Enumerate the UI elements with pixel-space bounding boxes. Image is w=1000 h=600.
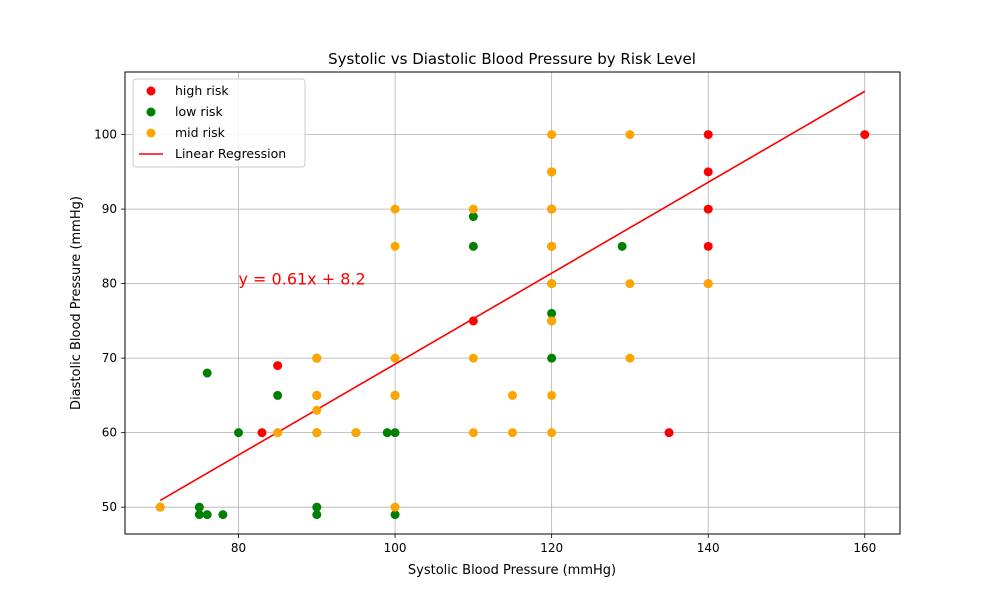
legend-box (132, 78, 306, 168)
y-tick-label: 100 (94, 128, 117, 142)
point-mid-risk (351, 428, 361, 438)
point-mid-risk (390, 390, 400, 400)
x-axis-ticks: 80 100 120 140 160 (231, 534, 876, 555)
point-mid-risk (547, 428, 557, 438)
point-mid-risk (703, 279, 713, 289)
point-low-risk (382, 428, 392, 438)
point-mid-risk (547, 167, 557, 177)
y-axis-ticks: 50 60 70 80 90 100 (94, 128, 125, 514)
point-mid-risk (508, 428, 517, 438)
point-mid-risk (390, 241, 400, 251)
point-mid-risk (390, 502, 400, 512)
point-high-risk (860, 130, 870, 140)
y-tick-label: 60 (102, 426, 117, 440)
point-low-risk (390, 510, 400, 520)
point-high-risk (703, 204, 713, 214)
point-low-risk (194, 502, 204, 512)
x-axis-label: Systolic Blood Pressure (mmHg) (408, 563, 616, 578)
point-mid-risk (468, 428, 478, 438)
y-tick-label: 90 (102, 202, 117, 216)
point-low-risk (273, 390, 283, 400)
regression-equation: y = 0.61x + 8.2 (239, 270, 366, 289)
y-tick-label: 50 (102, 500, 117, 514)
point-low-risk (390, 428, 400, 438)
legend-label-high-risk: high risk (175, 83, 229, 98)
point-high-risk (273, 361, 283, 371)
y-tick-label: 80 (102, 277, 117, 291)
point-high-risk (703, 241, 713, 251)
point-mid-risk (625, 353, 635, 363)
point-high-risk (468, 316, 478, 326)
point-mid-risk (547, 241, 557, 251)
point-mid-risk (547, 316, 557, 326)
x-tick-label: 100 (384, 541, 407, 555)
legend: high risk low risk mid risk Linear Regressi… (132, 78, 306, 168)
point-high-risk (257, 428, 267, 438)
plot-frame (124, 71, 901, 535)
x-tick-label: 120 (540, 541, 563, 555)
x-tick-label: 140 (697, 541, 720, 555)
point-low-risk (468, 241, 478, 251)
point-mid-risk (390, 353, 400, 363)
point-low-risk (617, 241, 627, 251)
point-mid-risk (547, 390, 557, 400)
legend-label-linear-regression: Linear Regression (175, 146, 286, 161)
y-tick-label: 70 (102, 351, 117, 365)
point-mid-risk (312, 353, 322, 363)
point-low-risk (234, 428, 244, 438)
point-low-risk (202, 510, 212, 520)
point-mid-risk (625, 279, 635, 289)
point-mid-risk (625, 130, 635, 140)
point-low-risk (547, 353, 557, 363)
point-low-risk (218, 510, 228, 520)
legend-label-low-risk: low risk (175, 104, 223, 119)
x-tick-label: 160 (853, 541, 876, 555)
point-mid-risk (547, 279, 557, 289)
point-low-risk (194, 510, 204, 520)
point-high-risk (703, 130, 713, 140)
legend-marker-mid-risk (146, 128, 156, 138)
data-points (155, 130, 870, 520)
legend-label-mid-risk: mid risk (175, 125, 226, 140)
point-mid-risk (508, 390, 517, 400)
point-mid-risk (155, 502, 165, 512)
point-mid-risk (547, 204, 557, 214)
point-mid-risk (468, 204, 478, 214)
point-low-risk (202, 368, 212, 378)
point-mid-risk (312, 428, 322, 438)
point-mid-risk (312, 405, 322, 415)
chart-title: Systolic vs Diastolic Blood Pressure by … (328, 50, 696, 68)
point-mid-risk (547, 130, 557, 140)
point-low-risk (312, 510, 322, 520)
point-mid-risk (312, 390, 322, 400)
point-mid-risk (273, 428, 283, 438)
point-high-risk (664, 428, 674, 438)
point-mid-risk (390, 204, 400, 214)
y-axis-label: Diastolic Blood Pressure (mmHg) (69, 196, 84, 410)
legend-marker-low-risk (146, 107, 156, 117)
point-mid-risk (468, 353, 478, 363)
legend-marker-high-risk (146, 86, 156, 96)
point-low-risk (468, 212, 478, 222)
point-high-risk (703, 167, 713, 177)
point-low-risk (312, 502, 322, 512)
point-low-risk (547, 308, 557, 318)
x-tick-label: 80 (231, 541, 246, 555)
